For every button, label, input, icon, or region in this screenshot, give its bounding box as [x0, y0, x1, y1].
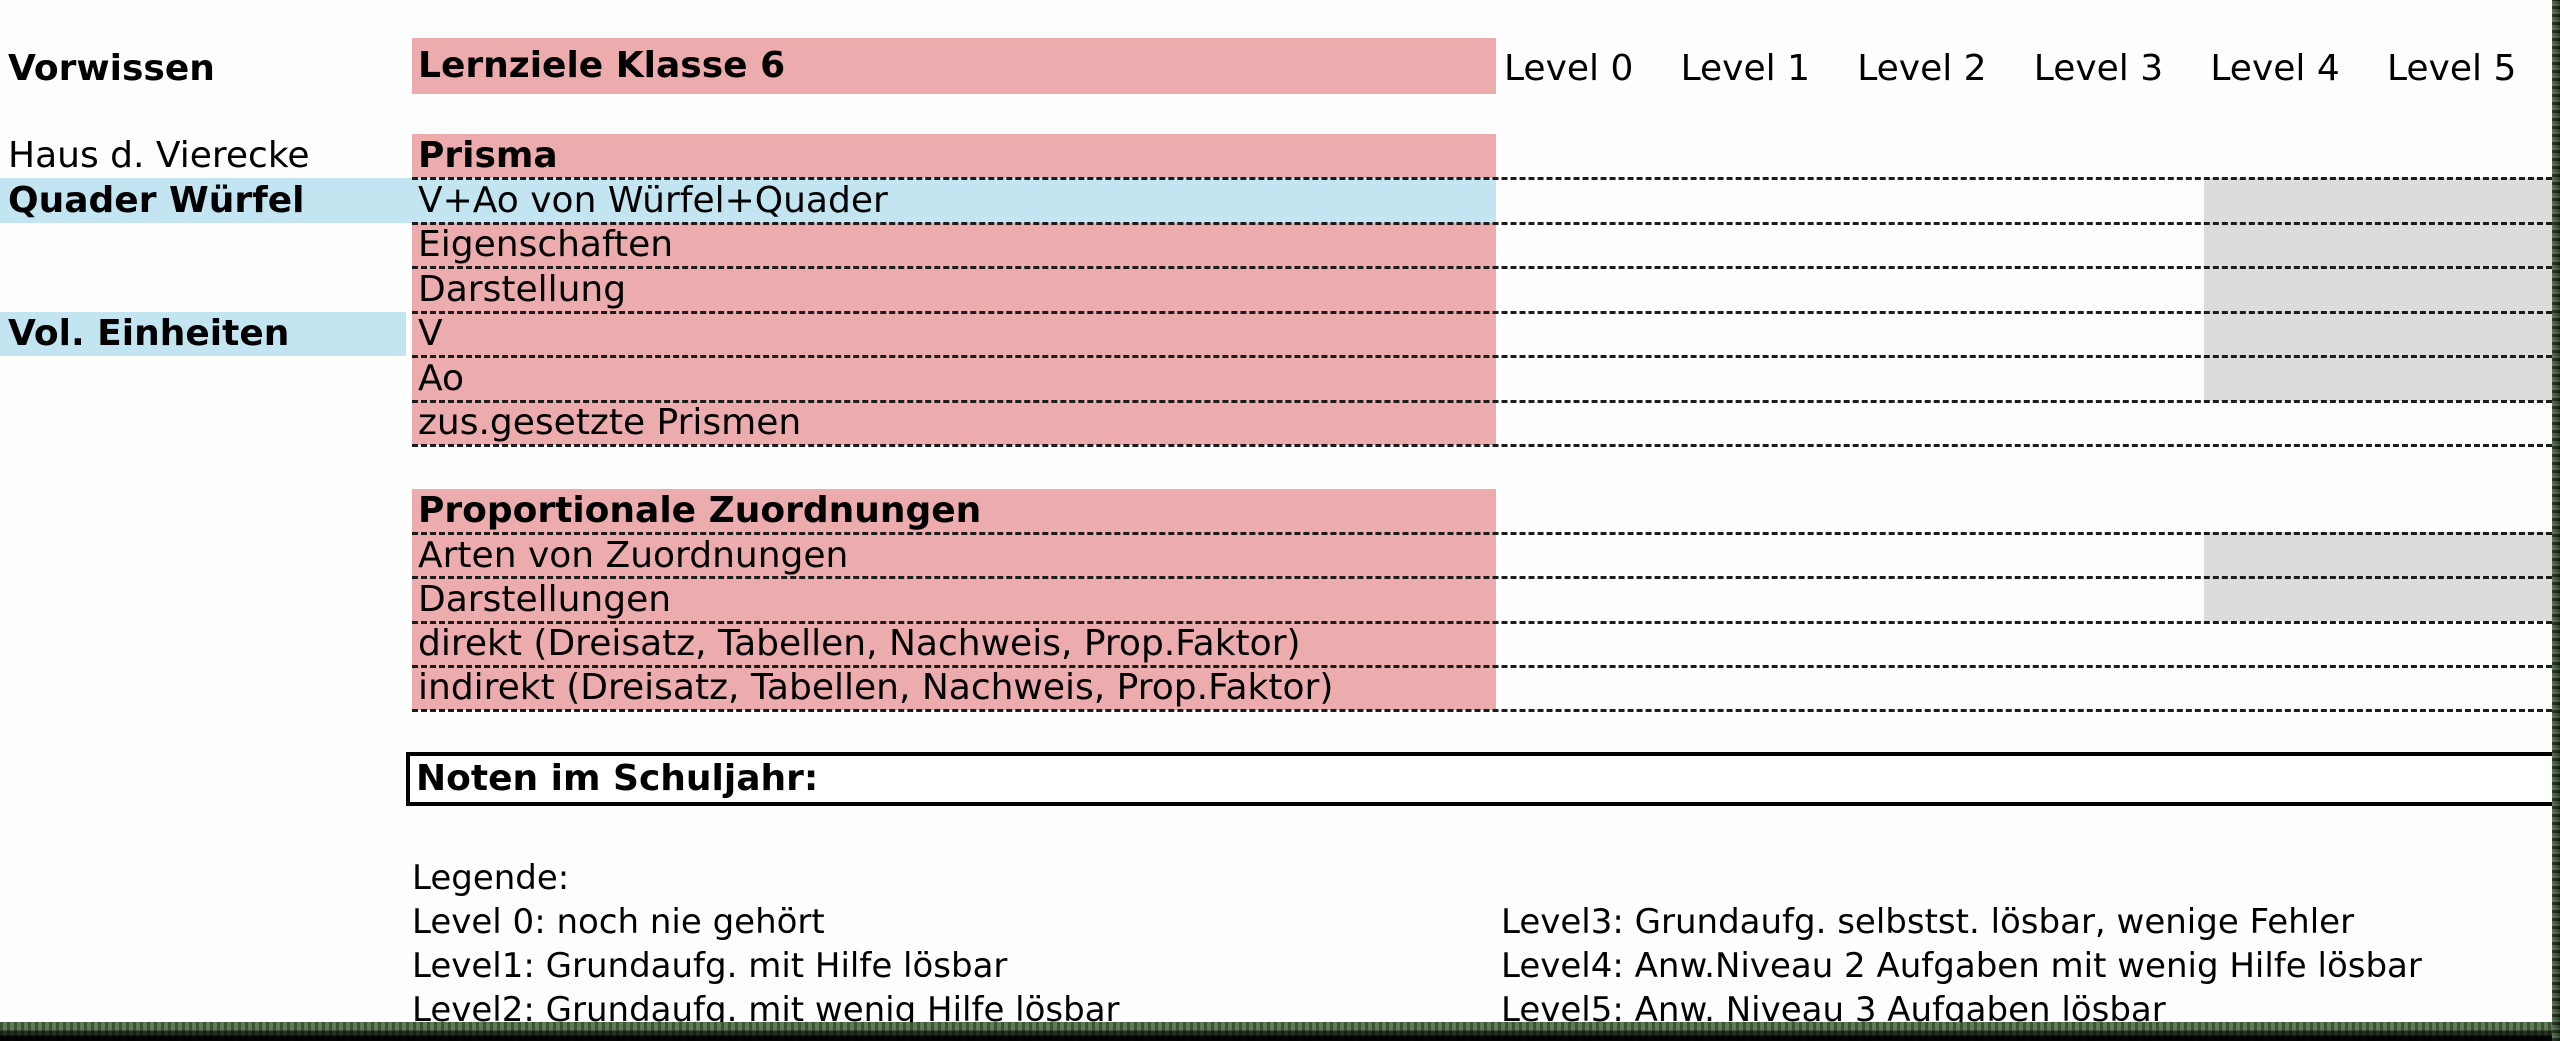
prior-knowledge-cell[interactable] — [0, 267, 406, 311]
table-row: Eigenschaften — [0, 222, 2560, 270]
row-separator — [412, 532, 2552, 536]
row-separator — [412, 576, 2552, 580]
legend-level4[interactable]: Level4: Anw.Niveau 2 Aufgaben mit wenig … — [1501, 946, 2422, 987]
section-proportionale-zuordnungen: Proportionale Zuordnungen Arten von Zuor… — [0, 489, 2560, 713]
legend-level0[interactable]: Level 0: noch nie gehört — [412, 902, 825, 943]
level-0-header[interactable]: Level 0 — [1504, 48, 1634, 90]
table-row: Arten von Zuordnungen — [0, 533, 2560, 580]
prior-knowledge-cell[interactable] — [0, 223, 406, 267]
goal-cell[interactable]: zus.gesetzte Prismen — [412, 400, 1496, 445]
prior-knowledge-cell[interactable] — [0, 356, 406, 400]
prior-knowledge-cell[interactable] — [0, 401, 406, 445]
legend-level3[interactable]: Level3: Grundaufg. selbstst. lösbar, wen… — [1501, 902, 2355, 943]
shaded-region-levels45-prisma — [2204, 178, 2552, 401]
row-separator — [412, 620, 2552, 624]
prior-knowledge-cell[interactable]: Haus d. Vierecke — [8, 135, 310, 177]
level-1-header[interactable]: Level 1 — [1680, 48, 1810, 90]
table-row: direkt (Dreisatz, Tabellen, Nachweis, Pr… — [0, 621, 2560, 668]
level-5-header[interactable]: Level 5 — [2386, 48, 2517, 90]
table-row: Vol. Einheiten V — [0, 311, 2560, 359]
level-2-header[interactable]: Level 2 — [1857, 48, 1987, 90]
vorwissen-label[interactable]: Vorwissen — [8, 48, 215, 90]
goal-cell[interactable]: V+Ao von Würfel+Quader — [418, 179, 888, 221]
header-row: Vorwissen Lernziele Klasse 6 Level 0 Lev… — [0, 38, 2560, 94]
row-separator — [412, 399, 2552, 403]
goal-cell[interactable]: Eigenschaften — [412, 222, 1496, 268]
table-row: Darstellung — [0, 267, 2560, 314]
legend-level1[interactable]: Level1: Grundaufg. mit Hilfe lösbar — [412, 946, 1008, 987]
section-prisma: Haus d. Vierecke Prisma Quader Würfel V+… — [0, 134, 2560, 447]
table-row: Quader Würfel V+Ao von Würfel+Quader — [0, 178, 2560, 225]
goal-cell[interactable]: Proportionale Zuordnungen — [412, 489, 1496, 534]
blue-highlight-strip — [0, 178, 1496, 223]
goal-cell[interactable]: Arten von Zuordnungen — [412, 533, 1496, 578]
table-row: Haus d. Vierecke Prisma — [0, 134, 2560, 181]
prior-knowledge-cell[interactable]: Quader Würfel — [8, 179, 305, 221]
row-separator — [412, 266, 2552, 270]
level-4-header[interactable]: Level 4 — [2210, 48, 2340, 90]
row-separator — [412, 664, 2552, 668]
legend-title[interactable]: Legende: — [412, 858, 570, 899]
prior-knowledge-cell[interactable]: Vol. Einheiten — [0, 311, 406, 357]
goal-cell[interactable]: Ao — [412, 356, 1496, 401]
table-row: Proportionale Zuordnungen — [0, 489, 2560, 536]
goal-cell[interactable]: Darstellungen — [412, 577, 1496, 622]
screen-edge-strip-bottom — [0, 1022, 2560, 1041]
table-row: Darstellungen — [0, 577, 2560, 624]
goal-cell[interactable]: V — [412, 311, 1496, 357]
screen-edge-strip-right — [2552, 0, 2560, 1041]
goal-cell[interactable]: Darstellung — [412, 267, 1496, 312]
row-separator — [412, 310, 2552, 314]
goal-cell[interactable]: indirekt (Dreisatz, Tabellen, Nachweis, … — [412, 665, 1496, 711]
row-separator — [412, 443, 2552, 447]
row-separator — [412, 355, 2552, 359]
noten-im-schuljahr-box[interactable]: Noten im Schuljahr: — [406, 752, 2560, 806]
level-column-headers: Level 0 Level 1 Level 2 Level 3 Level 4 … — [1496, 44, 2556, 94]
table-row: indirekt (Dreisatz, Tabellen, Nachweis, … — [0, 665, 2560, 713]
level-3-header[interactable]: Level 3 — [2033, 48, 2164, 90]
row-separator — [412, 177, 2552, 181]
table-row: Ao — [0, 356, 2560, 403]
table-row: zus.gesetzte Prismen — [0, 400, 2560, 447]
goal-cell[interactable]: direkt (Dreisatz, Tabellen, Nachweis, Pr… — [412, 621, 1496, 666]
row-separator — [412, 709, 2552, 713]
row-separator — [412, 221, 2552, 225]
sheet-title-cell[interactable]: Lernziele Klasse 6 — [412, 38, 1496, 94]
goal-cell[interactable]: Prisma — [412, 134, 1496, 179]
